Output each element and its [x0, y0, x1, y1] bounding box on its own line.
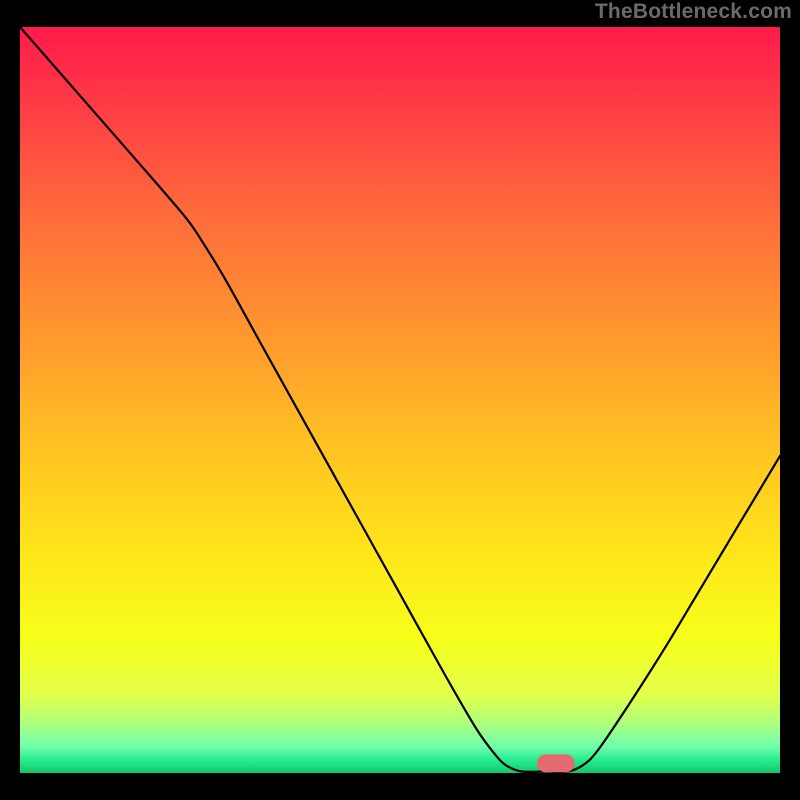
optimum-marker	[537, 754, 575, 772]
chart-stage: TheBottleneck.com	[0, 0, 800, 800]
bottleneck-chart	[0, 0, 800, 800]
plot-background	[20, 27, 780, 773]
